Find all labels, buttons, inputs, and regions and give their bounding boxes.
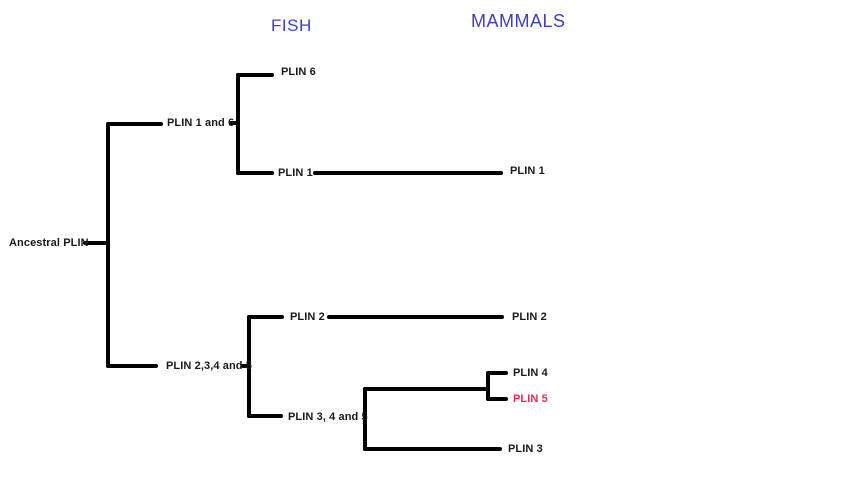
node-label-ancestral-plin: Ancestral PLIN bbox=[9, 237, 89, 249]
branch-plin2-fish bbox=[247, 315, 284, 319]
branch-plin2-fish-to-mammal bbox=[327, 315, 504, 319]
branch-mammal-345-vertical bbox=[363, 387, 367, 451]
branch-fish-2345-vertical bbox=[247, 315, 251, 418]
node-label-plin2-fish: PLIN 2 bbox=[290, 311, 325, 323]
column-header-fish: FISH bbox=[271, 16, 312, 35]
branch-root-stub bbox=[83, 241, 108, 245]
node-label-plin1-fish: PLIN 1 bbox=[278, 167, 313, 179]
node-label-plin-345: PLIN 3, 4 and 5 bbox=[288, 411, 368, 423]
branch-plin-45 bbox=[363, 387, 489, 391]
branch-plin5-mammal bbox=[486, 397, 508, 401]
branch-plin1-fish-to-mammal bbox=[313, 171, 503, 175]
branch-plin6-fish bbox=[236, 73, 274, 77]
node-label-plin3-mammal: PLIN 3 bbox=[508, 443, 543, 455]
branch-root-vertical bbox=[106, 122, 110, 368]
branch-plin-2345-tick bbox=[241, 364, 248, 368]
column-header-mammals: MAMMALS bbox=[471, 11, 566, 31]
node-label-plin2-mammal: PLIN 2 bbox=[512, 311, 547, 323]
branch-plin4-mammal bbox=[486, 371, 508, 375]
node-label-plin4-mammal: PLIN 4 bbox=[513, 367, 548, 379]
branch-plin-1-and-6-tick bbox=[229, 121, 238, 125]
node-label-plin-2345: PLIN 2,3,4 and 5 bbox=[166, 360, 252, 372]
node-label-plin1-mammal: PLIN 1 bbox=[510, 165, 545, 177]
branch-plin-1-and-6 bbox=[106, 122, 163, 126]
branch-plin-2345 bbox=[106, 364, 158, 368]
branch-fish-1-6-vertical bbox=[236, 73, 240, 175]
branch-plin3-mammal bbox=[363, 447, 502, 451]
branch-plin-345 bbox=[247, 414, 283, 418]
branch-plin1-fish bbox=[236, 171, 274, 175]
node-label-plin6-fish: PLIN 6 bbox=[281, 66, 316, 78]
node-label-plin5-mammal: PLIN 5 bbox=[513, 393, 548, 405]
branch-mammal-45-vertical bbox=[486, 371, 490, 401]
node-label-plin-1-and-6: PLIN 1 and 6 bbox=[167, 117, 235, 129]
